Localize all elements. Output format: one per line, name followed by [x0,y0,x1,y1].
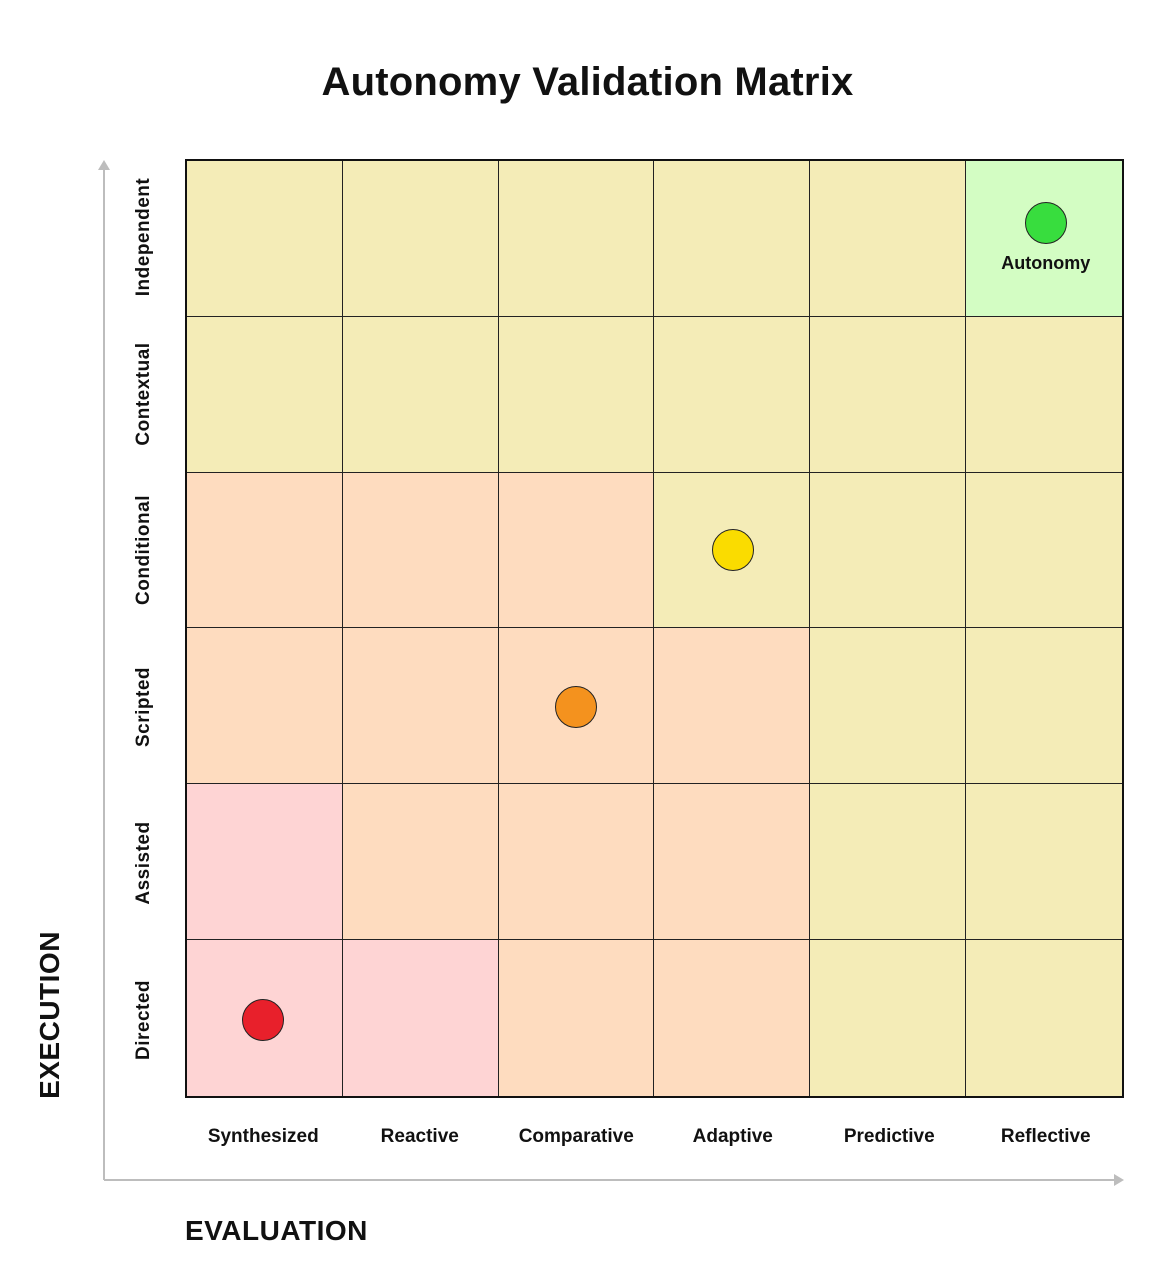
matrix-cell [810,940,967,1096]
matrix-cell [187,316,343,473]
x-axis-title: EVALUATION [185,1215,368,1246]
marker-dot [242,998,285,1041]
row-label: Independent [133,178,154,297]
row-label: Scripted [133,666,154,747]
matrix-cell [654,161,811,317]
matrix-cell [966,940,1122,1096]
row-label: Assisted [133,821,154,905]
matrix-cell [654,316,811,473]
matrix-cell [342,784,499,941]
marker-dot [711,529,754,572]
matrix-cell [966,784,1122,941]
matrix-cell [498,472,655,629]
matrix-cell [810,784,967,941]
y-axis-title: EXECUTION [34,931,65,1099]
matrix-cell [498,316,655,473]
matrix-cell [342,472,499,629]
column-label: Comparative [518,1126,634,1147]
matrix-cell [966,472,1122,629]
matrix-cell [966,316,1122,473]
column-label: Reactive [380,1126,459,1147]
row-label: Directed [133,979,154,1060]
marker-dot [1024,202,1067,245]
matrix-cell [187,472,343,629]
matrix-cell [342,161,499,317]
matrix-cell [187,628,343,785]
matrix-grid [185,159,1124,1098]
column-label: Adaptive [692,1126,773,1147]
matrix-cell [654,628,811,785]
y-axis-arrow [98,160,110,170]
page-title: Autonomy Validation Matrix [321,60,854,104]
matrix-cell [654,940,811,1096]
matrix-cell [342,940,499,1096]
row-label: Contextual [133,342,154,446]
matrix-cell [810,316,967,473]
matrix-cell [187,784,343,941]
matrix-cell [187,161,343,317]
column-label: Predictive [843,1126,935,1147]
matrix-cell [810,161,967,317]
x-axis-arrow [1114,1174,1124,1186]
matrix-cell [342,316,499,473]
column-label: Synthesized [207,1126,319,1147]
matrix-cell [342,628,499,785]
matrix-cell [810,472,967,629]
row-label: Conditional [133,495,154,606]
marker-dot [555,685,598,728]
marker-label: Autonomy [1001,253,1091,274]
column-label: Reflective [1000,1126,1091,1147]
matrix-cell [810,628,967,785]
matrix-cell [498,784,655,941]
matrix-cell [498,161,655,317]
matrix-cell [654,784,811,941]
matrix-cell [966,628,1122,785]
matrix-cell [498,940,655,1096]
